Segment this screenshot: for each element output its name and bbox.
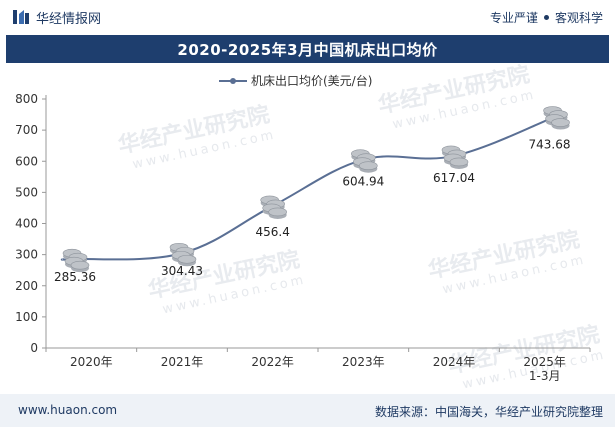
brand-logo-icon	[13, 10, 29, 24]
x-tick-label-line: 2021年	[161, 355, 204, 369]
x-tick-label-line: 1-3月	[529, 369, 561, 383]
data-point-marker-icon	[543, 106, 570, 130]
chart-area: 华经产业研究院 www.huaon.com 华经产业研究院 www.huaon.com…	[0, 61, 615, 393]
y-tick-label: 700	[15, 123, 38, 137]
legend-label: 机床出口均价(美元/台)	[251, 73, 372, 88]
data-label: 285.36	[54, 270, 96, 284]
x-tick-label-line: 2023年	[342, 355, 385, 369]
x-tick-label: 2022年	[251, 355, 294, 369]
legend: 机床出口均价(美元/台)	[219, 73, 372, 88]
y-tick-label: 300	[15, 248, 38, 262]
title-bar: 2020-2025年3月中国机床出口均价	[6, 35, 609, 63]
tagline-right: 客观科学	[554, 11, 603, 25]
y-tick-label: 400	[15, 217, 38, 231]
x-tick-label: 2021年	[161, 355, 204, 369]
axes: 0 100 200 300 400 500 600 700 800 2020年 2021年 2022年…	[15, 92, 591, 383]
coin-face	[70, 260, 90, 270]
brand-name: 华经情报网	[36, 11, 102, 27]
coin-face	[359, 161, 378, 171]
coin-face	[268, 207, 287, 217]
series	[60, 106, 570, 273]
data-point-marker-icon	[441, 145, 469, 169]
brand: 华经情报网	[12, 8, 102, 27]
x-tick-label-line: 2022年	[251, 355, 294, 369]
tagline: 专业严谨 客观科学	[490, 9, 603, 26]
data-point-marker-icon	[62, 248, 90, 273]
data-label: 304.43	[161, 264, 203, 278]
x-tick-label-line: 2024年	[433, 355, 476, 369]
y-tick-label: 200	[15, 279, 38, 293]
data-point-marker-icon	[351, 149, 378, 173]
legend-marker-icon	[230, 78, 236, 84]
coin-face	[177, 254, 197, 264]
data-point-marker-icon	[169, 242, 197, 267]
x-tick-label: 2024年	[433, 355, 476, 369]
x-tick-label-line: 2020年	[70, 355, 113, 369]
y-tick-label: 100	[15, 310, 38, 324]
y-tick-label: 800	[15, 92, 38, 106]
coin-face	[551, 118, 570, 127]
data-label: 604.94	[342, 175, 384, 189]
coin-face	[449, 157, 469, 167]
y-tick-label: 500	[15, 185, 38, 199]
data-label: 743.68	[529, 138, 571, 152]
watermarks: 华经产业研究院www.huaon.com华经产业研究院www.huaon.com…	[116, 61, 608, 392]
x-tick-label: 2025年 1-3月	[523, 355, 566, 383]
y-tick-label: 600	[15, 154, 38, 168]
y-tick-label: 0	[30, 341, 38, 355]
x-tick-label-line: 2025年	[523, 355, 566, 369]
tagline-dot-icon	[543, 15, 549, 20]
x-tick-label: 2020年	[70, 355, 113, 369]
tagline-left: 专业严谨	[489, 11, 538, 25]
data-labels: 285.36 304.43 456.4 604.94 617.04 743.68	[54, 138, 571, 285]
line-chart: 华经产业研究院www.huaon.com华经产业研究院www.huaon.com…	[15, 61, 608, 392]
footer-source: 数据来源：中国海关，华经产业研究院整理	[374, 405, 603, 419]
data-point-marker-icon	[260, 195, 287, 219]
footer-website: www.huaon.com	[18, 403, 118, 417]
top-bar: 华经情报网 专业严谨 客观科学	[0, 0, 615, 33]
x-tick-label: 2023年	[342, 355, 385, 369]
data-label: 617.04	[433, 171, 475, 185]
footer: www.huaon.com 数据来源：中国海关，华经产业研究院整理	[0, 394, 615, 427]
chart-title: 2020-2025年3月中国机床出口均价	[177, 40, 438, 59]
data-label: 456.4	[255, 225, 289, 239]
